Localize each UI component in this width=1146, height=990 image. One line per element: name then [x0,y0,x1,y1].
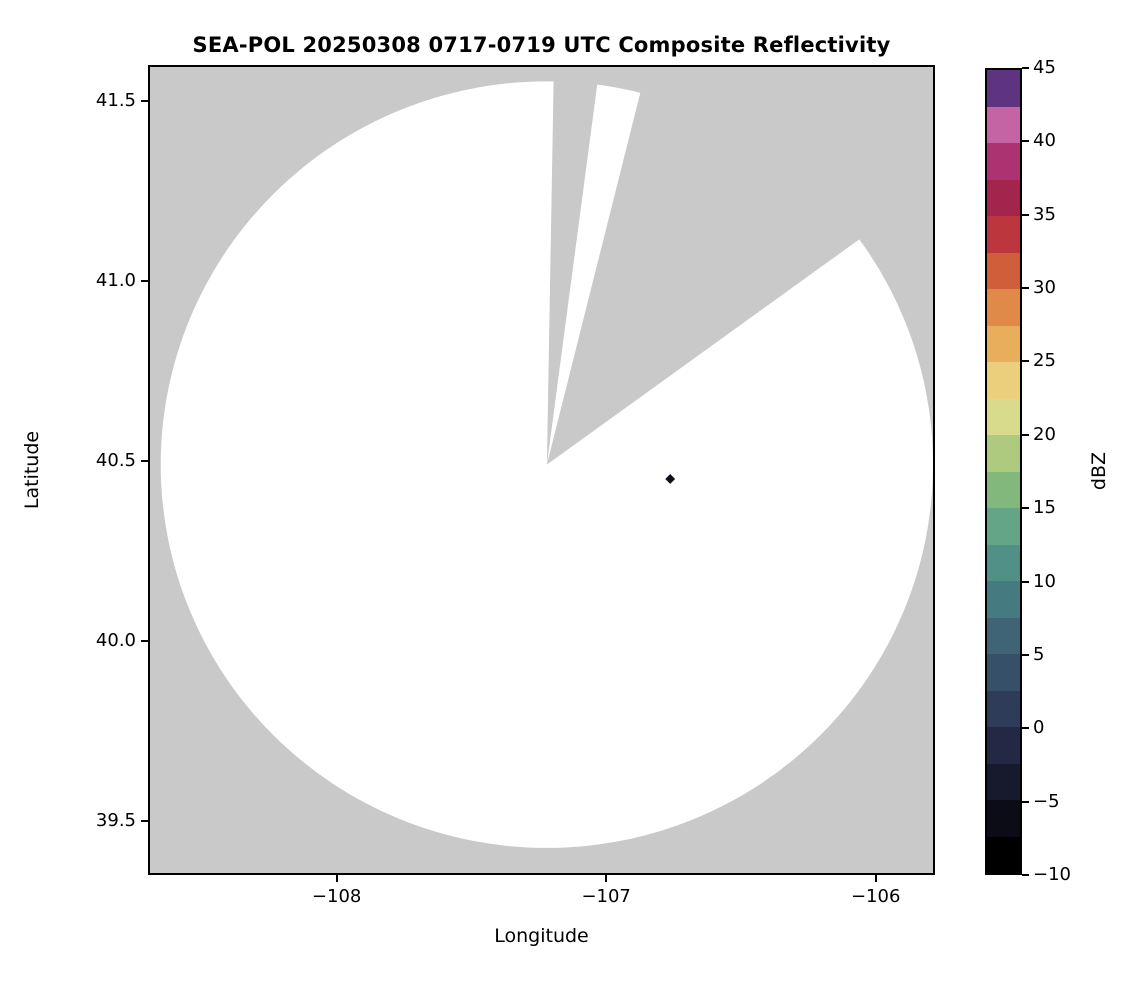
y-tick-mark [141,460,148,462]
colorbar-band [987,763,1020,800]
colorbar-band [987,398,1020,435]
colorbar-tick-label: 25 [1033,350,1056,372]
colorbar-tick-mark [1022,580,1029,583]
colorbar [985,68,1022,875]
colorbar-tick-mark [1022,213,1029,216]
colorbar-tick-label: 15 [1033,497,1056,519]
y-tick-mark [141,820,148,822]
colorbar-band [987,800,1020,837]
x-tick-label: −107 [581,886,631,907]
colorbar-tick-mark [1022,67,1029,69]
x-tick-mark [874,875,877,882]
y-tick-label: 39.5 [95,810,136,831]
colorbar-band [987,216,1020,253]
x-tick-mark [605,875,608,882]
colorbar-tick-label: 0 [1033,717,1045,739]
colorbar-tick-label: 40 [1033,130,1056,152]
y-tick-mark [141,280,148,282]
colorbar-band [987,252,1020,289]
y-tick-label: 41.5 [95,90,136,111]
x-tick-label: −108 [311,886,362,907]
colorbar-band [987,143,1020,180]
colorbar-tick-mark [1022,653,1029,656]
colorbar-band [987,435,1020,472]
radar-coverage-map [150,67,933,873]
colorbar-band [987,106,1020,143]
x-tick-mark [335,875,338,882]
colorbar-tick-mark [1022,874,1029,876]
x-axis-label: Longitude [494,925,589,947]
colorbar-tick-label: 5 [1033,643,1045,665]
colorbar-tick-mark [1022,727,1029,730]
colorbar-tick-label: 35 [1033,203,1056,225]
colorbar-tick-mark [1022,433,1029,436]
colorbar-band [987,690,1020,727]
plot-area [148,65,935,875]
colorbar-label: dBZ [1088,451,1110,491]
colorbar-tick-label: −5 [1033,790,1060,812]
x-tick-label: −106 [850,886,901,907]
colorbar-band [987,727,1020,764]
colorbar-band [987,654,1020,691]
colorbar-tick-label: 20 [1033,423,1056,445]
colorbar-band [987,70,1020,107]
colorbar-tick-label: 30 [1033,277,1056,299]
colorbar-band [987,179,1020,216]
colorbar-tick-label: −10 [1033,864,1071,885]
colorbar-tick-label: 45 [1033,57,1056,78]
y-tick-mark [141,100,148,102]
colorbar-band [987,836,1020,873]
colorbar-band [987,471,1020,508]
colorbar-band [987,289,1020,326]
y-tick-mark [141,640,148,642]
y-tick-label: 40.0 [95,630,136,651]
colorbar-tick-label: 10 [1033,570,1056,592]
colorbar-band [987,581,1020,618]
colorbar-band [987,325,1020,362]
colorbar-band [987,362,1020,399]
colorbar-tick-mark [1022,360,1029,363]
chart-title: SEA-POL 20250308 0717-0719 UTC Composite… [192,33,891,57]
colorbar-tick-mark [1022,507,1029,510]
colorbar-tick-mark [1022,800,1029,803]
colorbar-tick-mark [1022,287,1029,290]
y-tick-label: 41.0 [95,270,136,291]
y-tick-label: 40.5 [95,450,136,471]
colorbar-band [987,508,1020,545]
colorbar-tick-mark [1022,140,1029,143]
colorbar-band [987,617,1020,654]
colorbar-band [987,544,1020,581]
y-axis-label: Latitude [21,430,43,510]
